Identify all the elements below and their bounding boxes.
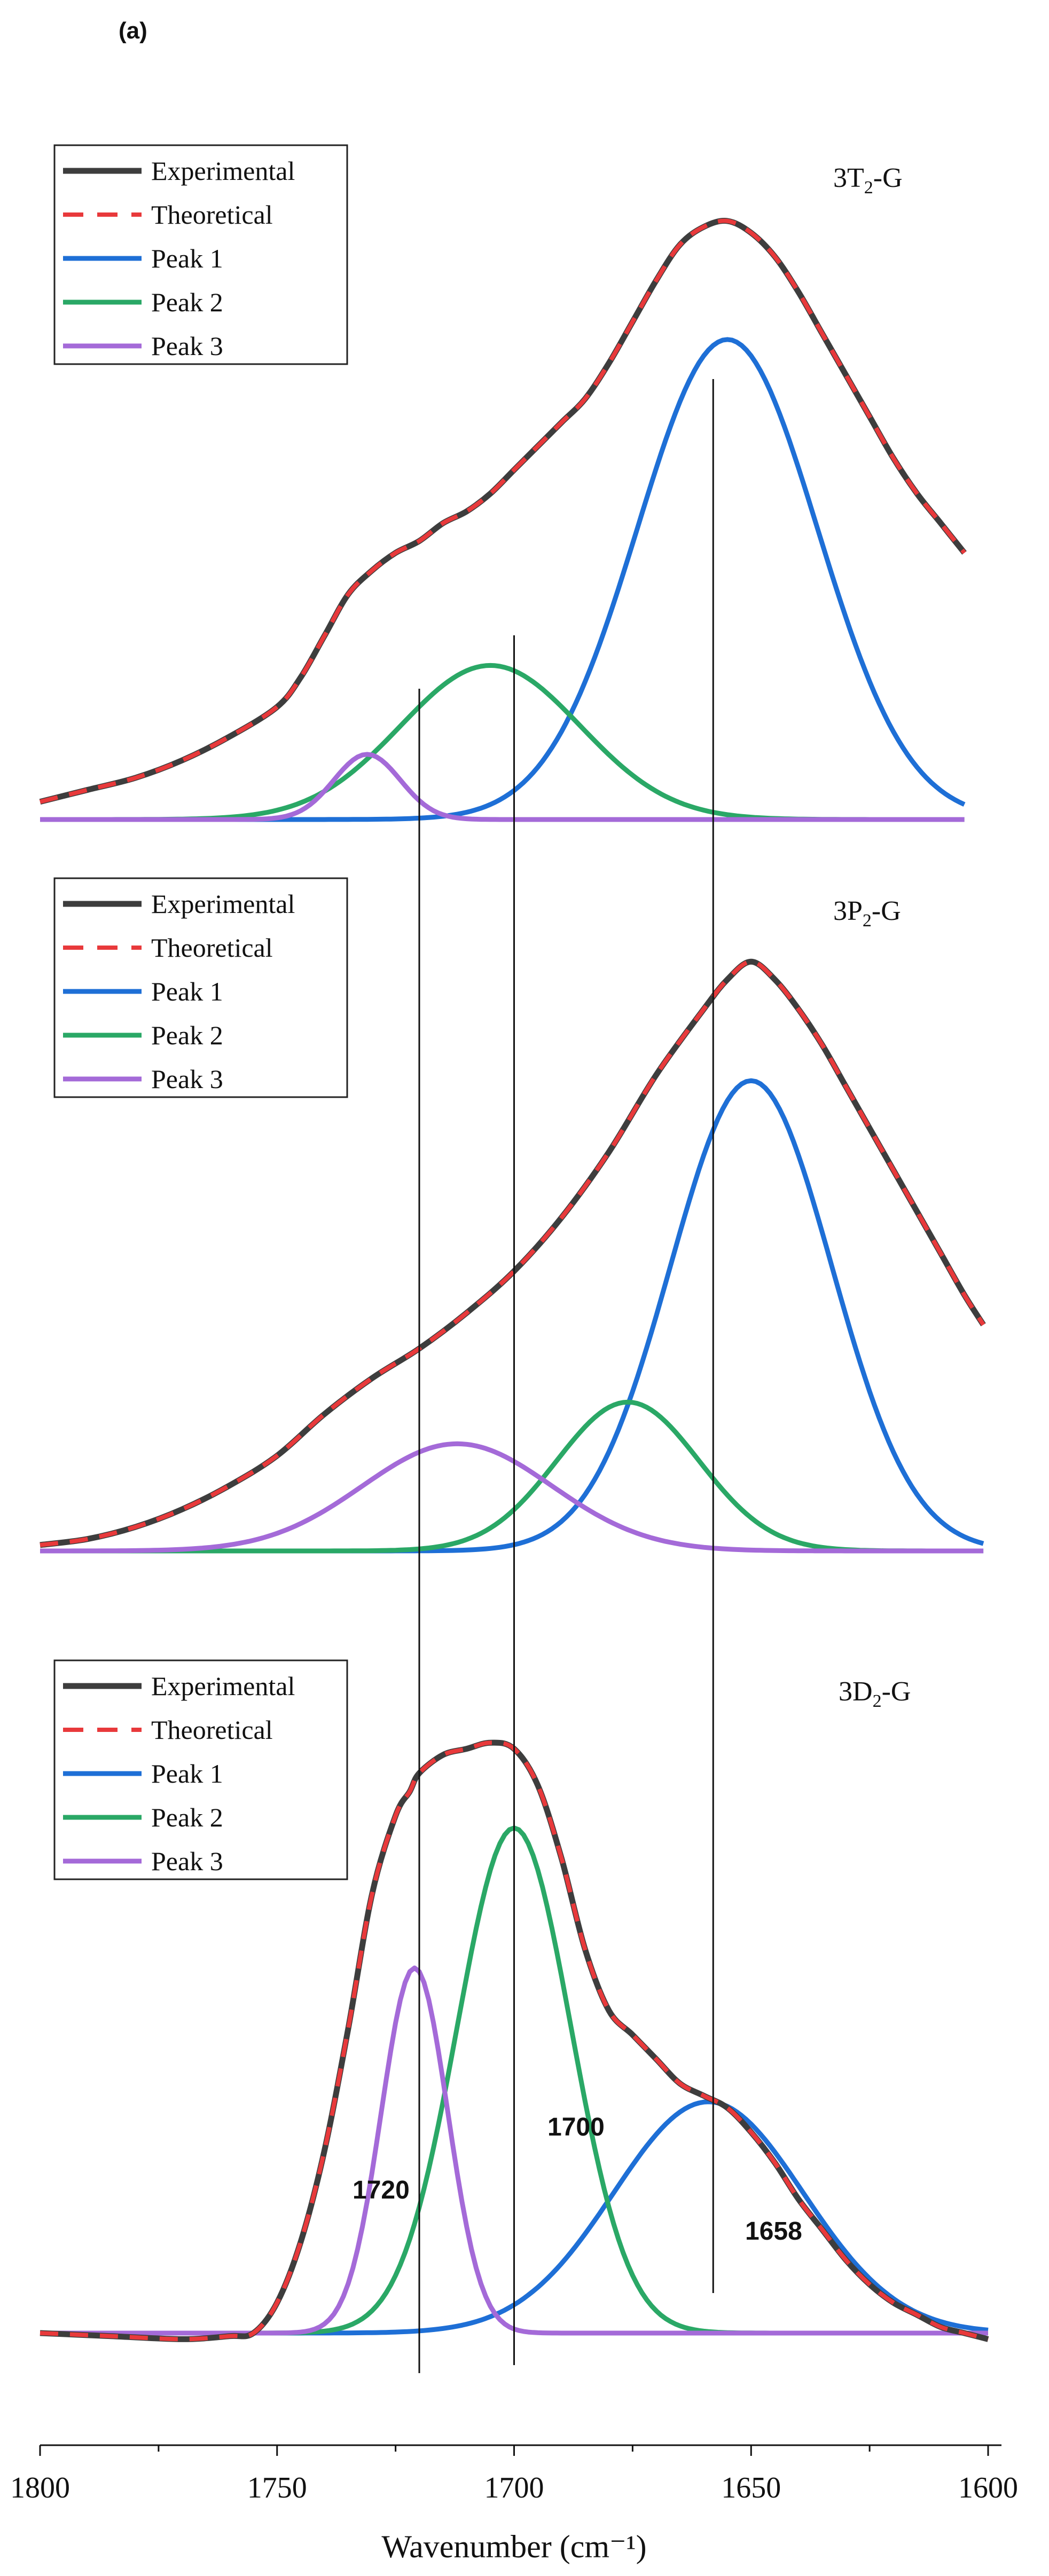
panel-title-prefix: 3T bbox=[833, 163, 864, 193]
legend-box bbox=[53, 877, 348, 1098]
panel-title-subscript: 2 bbox=[863, 911, 872, 931]
legend-label-peak-2: Peak 2 bbox=[151, 1802, 223, 1832]
legend-label-peak-2: Peak 2 bbox=[151, 287, 223, 317]
x-tick-label-1700: 1700 bbox=[484, 2471, 544, 2504]
panel-2: 3P2-G bbox=[40, 896, 986, 1554]
legend-label-peak-1: Peak 1 bbox=[151, 1759, 223, 1789]
x-tick-label-1600: 1600 bbox=[958, 2471, 1018, 2504]
legend-panel-1: Experimental Theoretical Peak 1 Peak 2 Peak … bbox=[53, 144, 348, 365]
series-peak-3-line bbox=[40, 752, 965, 822]
panel-title-prefix: 3D bbox=[839, 1676, 873, 1707]
x-tick-label-1750: 1750 bbox=[247, 2471, 307, 2504]
panel-title-suffix: -G bbox=[882, 1676, 911, 1707]
legend-panel-3: Experimental Theoretical Peak 1 Peak 2 Peak … bbox=[53, 1659, 348, 1880]
legend-label-peak-1: Peak 1 bbox=[151, 243, 223, 273]
panel-1: 3T2-G bbox=[39, 163, 967, 822]
series-theoretical-line bbox=[40, 959, 985, 1547]
annotation-1720: 1720 bbox=[353, 2176, 410, 2204]
legend-label-peak-3: Peak 3 bbox=[151, 1064, 223, 1094]
legend-label-peak-3: Peak 3 bbox=[151, 331, 223, 361]
x-axis-label: Wavenumber (cm⁻¹) bbox=[381, 2529, 646, 2564]
panel-title-suffix: -G bbox=[873, 163, 903, 193]
annotation-1700: 1700 bbox=[547, 2113, 605, 2141]
legend-label-theoretical: Theoretical bbox=[151, 1715, 273, 1745]
annotation-1658: 1658 bbox=[745, 2217, 802, 2246]
series-peak-1-line bbox=[40, 337, 966, 822]
panel-title-subscript: 2 bbox=[873, 1691, 882, 1711]
legend-box bbox=[53, 1659, 348, 1880]
legend-label-theoretical: Theoretical bbox=[151, 200, 273, 230]
panel-title-prefix: 3P bbox=[833, 896, 863, 926]
panel-title: 3P2-G bbox=[833, 896, 901, 931]
legend-label-peak-3: Peak 3 bbox=[151, 1846, 223, 1876]
legend-panel-2: Experimental Theoretical Peak 1 Peak 2 Peak … bbox=[53, 877, 348, 1098]
panel-title-suffix: -G bbox=[872, 896, 901, 926]
legend-label-peak-2: Peak 2 bbox=[151, 1020, 223, 1050]
series-theoretical-line bbox=[40, 218, 966, 804]
legend-label-experimental: Experimental bbox=[151, 156, 295, 186]
panel-title: 3D2-G bbox=[839, 1676, 911, 1711]
panel-label: (a) bbox=[119, 18, 147, 44]
x-tick-label-1800: 1800 bbox=[10, 2471, 70, 2504]
series-peak-1-line bbox=[40, 1078, 984, 1554]
series-theoretical-line bbox=[40, 1740, 989, 2342]
x-tick-label-1650: 1650 bbox=[721, 2471, 781, 2504]
legend-label-experimental: Experimental bbox=[151, 889, 295, 919]
legend-label-peak-1: Peak 1 bbox=[151, 976, 223, 1006]
panel-title-subscript: 2 bbox=[864, 178, 873, 198]
legend-label-theoretical: Theoretical bbox=[151, 933, 273, 963]
series-peak-2-line bbox=[40, 1399, 984, 1554]
legend-box bbox=[53, 144, 348, 365]
panel-title: 3T2-G bbox=[833, 163, 903, 198]
series-peak-3-line bbox=[40, 1441, 984, 1554]
legend-label-experimental: Experimental bbox=[151, 1671, 295, 1701]
